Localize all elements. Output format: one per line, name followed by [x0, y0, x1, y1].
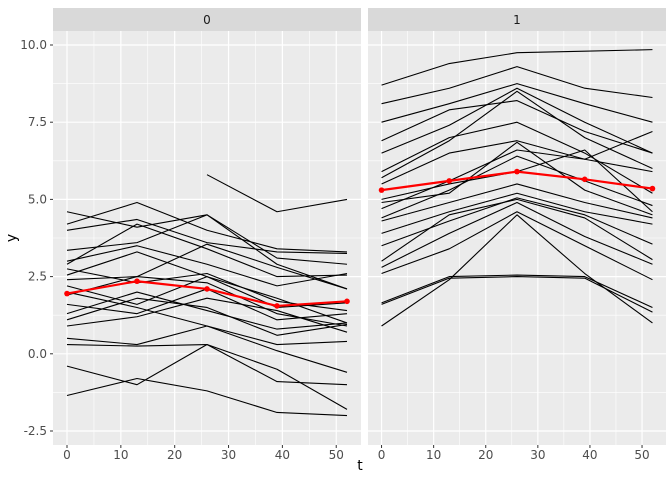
x-tick-label: 50 — [634, 448, 649, 462]
y-tick-label: 7.5 — [28, 115, 47, 129]
subject-line — [66, 218, 348, 254]
subject-line — [66, 343, 348, 386]
subject-line — [381, 183, 653, 222]
mean-point — [446, 178, 453, 184]
y-tick-label: 5.0 — [28, 192, 47, 206]
subject-line — [66, 276, 348, 309]
mean-point — [514, 168, 520, 175]
facet-strip-0 — [53, 8, 361, 31]
mean-point — [378, 187, 385, 193]
subject-line — [66, 291, 348, 330]
x-tick-label: 20 — [478, 448, 493, 462]
x-tick-label: 40 — [582, 448, 597, 462]
subject-line — [66, 214, 348, 290]
subject-line — [381, 198, 653, 262]
subject-line — [381, 83, 653, 123]
x-tick-label: 0 — [63, 448, 71, 462]
mean-point — [204, 286, 210, 292]
subject-line — [381, 214, 653, 327]
x-tick-label: 10 — [426, 448, 441, 462]
y-axis-title: y — [4, 234, 20, 242]
subject-line — [381, 130, 653, 185]
y-tick-label: -2.5 — [24, 424, 47, 438]
subject-line — [381, 155, 653, 219]
y-tick-label: 0.0 — [28, 347, 47, 361]
y-tick-label: 10.0 — [20, 38, 47, 52]
subject-line — [381, 211, 653, 281]
subject-line — [206, 174, 348, 213]
subject-line — [381, 87, 653, 154]
subject-line — [381, 197, 653, 247]
subject-line — [66, 201, 348, 253]
mean-point — [344, 298, 350, 305]
x-tick-label: 30 — [221, 448, 236, 462]
subject-line — [381, 66, 653, 105]
x-tick-label: 0 — [378, 448, 386, 462]
subject-line — [381, 90, 653, 179]
subject-line — [381, 192, 653, 234]
subject-line — [381, 201, 653, 268]
subject-line — [381, 149, 653, 210]
mean-point — [64, 290, 70, 297]
subject-line — [66, 325, 348, 373]
subject-line — [66, 245, 348, 287]
subject-line — [66, 243, 348, 290]
x-axis-title: t — [357, 458, 363, 474]
x-tick-label: 20 — [167, 448, 182, 462]
subject-line — [381, 274, 653, 308]
mean-point — [649, 185, 656, 192]
mean-point — [134, 278, 140, 285]
subject-line — [66, 223, 348, 278]
subject-line — [66, 297, 348, 333]
subject-line — [66, 297, 348, 336]
facet-strip-1 — [368, 8, 666, 31]
x-tick-label: 50 — [329, 448, 344, 462]
subject-line — [381, 121, 653, 194]
subject-line — [66, 377, 348, 417]
x-tick-label: 40 — [275, 448, 290, 462]
mean-point — [274, 303, 280, 309]
subject-line — [381, 49, 653, 86]
mean-point — [581, 176, 588, 183]
facet-strip-label-0: 0 — [203, 13, 211, 27]
y-tick-label: 2.5 — [28, 270, 47, 284]
subject-line — [381, 100, 653, 154]
x-tick-label: 10 — [113, 448, 128, 462]
subject-line — [381, 141, 653, 216]
facet-strip-label-1: 1 — [513, 13, 521, 27]
x-tick-label: 30 — [530, 448, 545, 462]
